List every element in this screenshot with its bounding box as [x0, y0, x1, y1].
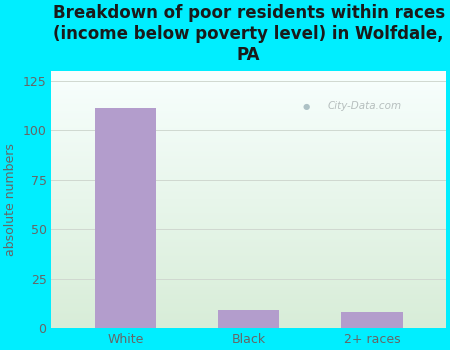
Bar: [341, 312, 403, 328]
Text: City-Data.com: City-Data.com: [328, 102, 402, 111]
Bar: [218, 310, 279, 328]
Y-axis label: absolute numbers: absolute numbers: [4, 143, 17, 256]
Title: Breakdown of poor residents within races
(income below poverty level) in Wolfdal: Breakdown of poor residents within races…: [53, 4, 445, 64]
Text: ●: ●: [302, 103, 310, 111]
Bar: [94, 108, 156, 328]
